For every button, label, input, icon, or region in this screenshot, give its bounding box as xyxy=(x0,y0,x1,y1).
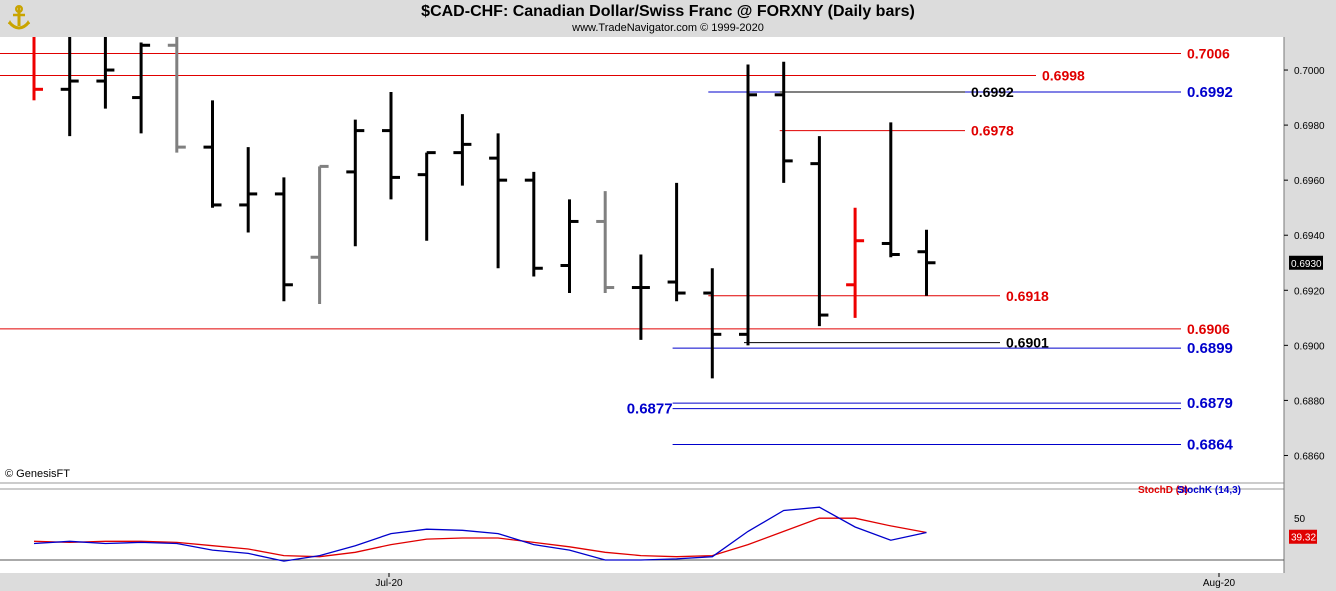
last-price-label: 0.6930 xyxy=(1291,259,1322,270)
stoch-last-label: 39.32 xyxy=(1291,533,1316,544)
ohlc-bars xyxy=(32,37,936,379)
y-tick-label: 0.6940 xyxy=(1294,231,1325,242)
level-label: 0.7006 xyxy=(1187,46,1230,62)
ohlc-bar xyxy=(596,191,615,294)
ohlc-bar xyxy=(810,136,829,327)
level-label: 0.6899 xyxy=(1187,340,1233,357)
level-label: 0.6918 xyxy=(1006,288,1049,304)
level-label: 0.6877 xyxy=(627,401,673,418)
chart-header xyxy=(0,0,1336,37)
ohlc-bar xyxy=(846,207,865,318)
ohlc-bar xyxy=(132,42,151,134)
time-axis-panel xyxy=(0,573,1336,591)
level-label: 0.6864 xyxy=(1187,436,1234,453)
ohlc-bar xyxy=(881,122,900,258)
level-label: 0.6901 xyxy=(1006,335,1049,351)
chart-title: $CAD-CHF: Canadian Dollar/Swiss Franc @ … xyxy=(421,3,915,20)
legend-stoch-k: StochK (14,3) xyxy=(1177,485,1241,496)
ohlc-bar xyxy=(667,182,686,302)
gold-anchor-logo-icon xyxy=(7,5,31,30)
ohlc-bar xyxy=(239,147,258,233)
level-label: 0.6978 xyxy=(971,123,1014,139)
x-tick-label: Aug-20 xyxy=(1203,578,1236,589)
stochastic-panel: 50 39.32 StochD (3)StochK (14,3) xyxy=(0,485,1317,562)
price-axis-panel xyxy=(1284,37,1336,591)
level-label: 0.6992 xyxy=(971,84,1014,100)
y-tick-label: 0.6960 xyxy=(1294,176,1325,187)
ohlc-bar xyxy=(274,177,293,302)
ohlc-bar xyxy=(739,64,757,346)
ohlc-bar xyxy=(60,37,79,137)
last-price-badge xyxy=(1289,255,1323,270)
ohlc-bar xyxy=(382,92,400,200)
legend-stoch-d: StochD (3) xyxy=(1138,485,1188,496)
y-tick-label: 0.6880 xyxy=(1294,396,1325,407)
copyright-label: © GenesisFT xyxy=(5,468,70,480)
y-tick-label: 0.6860 xyxy=(1294,451,1325,462)
ohlc-bar xyxy=(917,229,936,296)
ohlc-bar xyxy=(560,199,579,294)
x-tick-label: Jul-20 xyxy=(375,578,403,589)
price-axis: 0.7000 0.6980 0.6960 0.6940 0.6920 0.6900 0.68… xyxy=(1284,66,1325,462)
stoch-last-badge xyxy=(1289,529,1317,544)
chart-subtitle: www.TradeNavigator.com © 1999-2020 xyxy=(572,22,764,34)
level-label: 0.6992 xyxy=(1187,84,1233,101)
ohlc-bar xyxy=(310,164,329,305)
ohlc-bar xyxy=(96,37,115,109)
y-tick-label: 0.6920 xyxy=(1294,286,1325,297)
stoch-tick-label: 50 xyxy=(1294,514,1306,525)
stoch-d-line xyxy=(33,517,927,558)
ohlc-bar xyxy=(203,100,222,208)
ohlc-bar xyxy=(453,114,472,186)
level-label: 0.6879 xyxy=(1187,395,1233,412)
level-label: 0.6906 xyxy=(1187,321,1230,337)
level-label: 0.6998 xyxy=(1042,68,1085,84)
ohlc-bar xyxy=(489,133,508,269)
ohlc-bar xyxy=(32,37,43,101)
ohlc-bar xyxy=(631,254,650,340)
ohlc-bar xyxy=(346,119,365,247)
y-tick-label: 0.7000 xyxy=(1294,66,1325,77)
ohlc-bar xyxy=(167,37,186,153)
ohlc-bar xyxy=(774,61,793,183)
y-tick-label: 0.6980 xyxy=(1294,121,1325,132)
ohlc-bar xyxy=(524,171,543,277)
y-tick-label: 0.6900 xyxy=(1294,341,1325,352)
ohlc-bar xyxy=(417,151,436,241)
stoch-k-line xyxy=(33,506,927,562)
support-resistance-levels xyxy=(0,53,1181,445)
ohlc-bar xyxy=(703,268,722,379)
